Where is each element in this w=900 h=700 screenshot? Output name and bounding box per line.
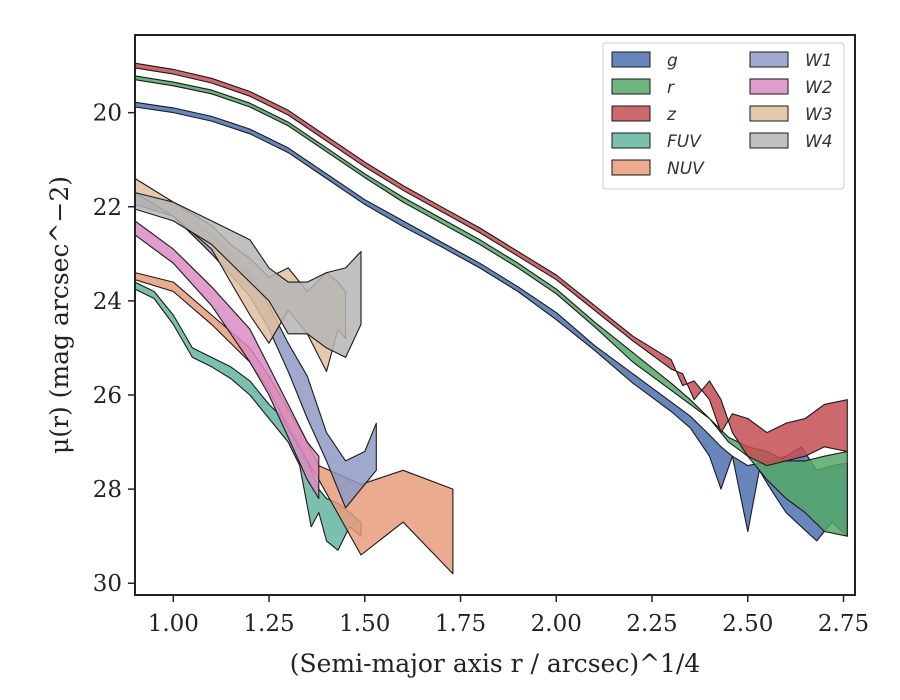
y-tick-label: 24	[93, 289, 122, 315]
legend: grz FUV NUV W1 W2 W3 W4	[602, 42, 845, 190]
legend-label-w1: W1	[805, 51, 833, 71]
y-tick-label: 22	[93, 195, 122, 221]
x-axis-title: (Semi-major axis r / arcsec)^1/4	[290, 649, 701, 678]
legend-label-fuv: FUV	[667, 132, 702, 152]
x-tick-label: 2.25	[626, 611, 677, 637]
legend-label-g: g	[667, 51, 678, 71]
y-tick-label: 20	[93, 101, 122, 127]
band-w2	[135, 220, 320, 500]
legend-label-w2: W2	[805, 78, 833, 98]
legend-swatch-nuv	[611, 159, 651, 176]
band-z	[135, 62, 848, 467]
y-axis-title: μ(r) (mag arcsec^−2)	[45, 176, 74, 454]
legend-label-nuv: NUV	[667, 159, 705, 179]
series-bands	[135, 62, 848, 575]
x-tick-label: 1.25	[243, 611, 294, 637]
x-tick-label: 1.50	[339, 611, 390, 637]
y-tick-label: 26	[93, 383, 122, 409]
y-tick-label: 28	[93, 477, 122, 503]
x-tick-label: 1.00	[148, 611, 199, 637]
legend-swatch-w1	[749, 51, 789, 68]
x-tick-label: 2.50	[722, 611, 773, 637]
x-tick-label: 2.00	[531, 611, 582, 637]
band-r	[135, 75, 848, 537]
legend-label-r: r	[667, 78, 675, 98]
legend-swatch-g	[611, 51, 651, 68]
y-tick-label: 30	[93, 571, 122, 597]
legend-swatch-z	[611, 105, 651, 122]
legend-swatch-r	[611, 78, 651, 95]
legend-swatch-fuv	[611, 132, 651, 149]
legend-swatch-w4	[749, 132, 789, 149]
legend-swatch-w3	[749, 105, 789, 122]
plot-frame	[134, 34, 856, 596]
x-axis-ticks: 1.00 1.25 1.50 1.75 2.00 2.25 2.50 2.75	[148, 595, 869, 637]
y-axis-ticks: 20 22 24 26 28 30	[93, 101, 135, 597]
legend-label-w3: W3	[805, 105, 833, 125]
x-tick-label: 1.75	[435, 611, 486, 637]
legend-swatch-w2	[749, 78, 789, 95]
band-w4	[135, 192, 362, 358]
x-tick-label: 2.75	[818, 611, 869, 637]
legend-label-z: z	[666, 105, 677, 125]
legend-label-w4: W4	[805, 132, 833, 152]
